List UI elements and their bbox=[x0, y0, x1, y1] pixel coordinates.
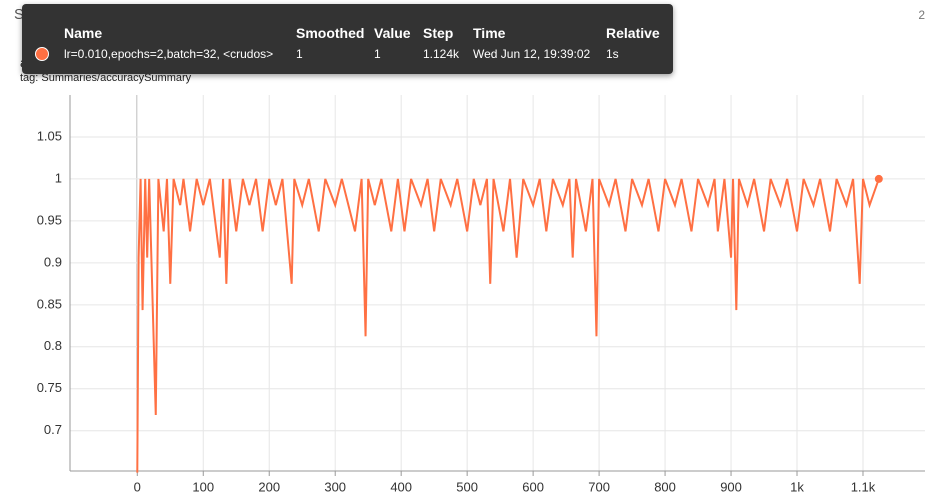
x-tick-label: 400 bbox=[390, 479, 412, 494]
y-tick-label: 0.9 bbox=[44, 254, 62, 269]
column-header: Step bbox=[423, 25, 454, 41]
chart-subtitle: tag: Summaries/accuracySummary bbox=[20, 72, 192, 84]
data-line bbox=[136, 178, 880, 473]
column-header: Smoothed bbox=[296, 25, 365, 41]
y-tick-label: 0.8 bbox=[44, 338, 62, 353]
run-swatch bbox=[35, 47, 49, 61]
x-tick-label: 900 bbox=[720, 479, 742, 494]
x-tick-label: 200 bbox=[258, 479, 280, 494]
cell: 1.124k bbox=[423, 47, 460, 61]
tooltip: Name Smoothed Value Step Time Relative lr=0.01… bbox=[22, 4, 673, 74]
y-tick-label: 0.7 bbox=[44, 422, 62, 437]
column-header: Name bbox=[64, 25, 103, 41]
cell: 1 bbox=[374, 47, 381, 61]
x-tick-label: 300 bbox=[324, 479, 346, 494]
x-tick-label: 1k bbox=[790, 479, 804, 494]
run-count: 2 bbox=[918, 8, 925, 22]
cell: Wed Jun 12, 19:39:02 bbox=[473, 47, 591, 61]
column-header: Relative bbox=[606, 25, 660, 41]
x-tick-label: 700 bbox=[588, 479, 610, 494]
y-tick-label: 0.95 bbox=[37, 212, 62, 227]
x-tick-label: 500 bbox=[456, 479, 478, 494]
y-tick-label: 1.05 bbox=[37, 128, 62, 143]
column-header: Time bbox=[473, 25, 506, 41]
x-tick-label: 800 bbox=[654, 479, 676, 494]
cell: 1 bbox=[296, 47, 303, 61]
cell: lr=0.010,epochs=2,batch=32, <crudos> bbox=[64, 47, 274, 61]
x-tick-label: 600 bbox=[522, 479, 544, 494]
column-header: Value bbox=[374, 25, 411, 41]
y-tick-label: 1 bbox=[55, 170, 62, 185]
x-tick-label: 1.1k bbox=[851, 479, 876, 494]
x-tick-label: 100 bbox=[192, 479, 214, 494]
cell: 1s bbox=[606, 47, 619, 61]
y-tick-label: 0.75 bbox=[37, 380, 62, 395]
x-tick-label: 0 bbox=[134, 479, 141, 494]
y-tick-label: 0.85 bbox=[37, 296, 62, 311]
hover-point bbox=[874, 174, 883, 183]
